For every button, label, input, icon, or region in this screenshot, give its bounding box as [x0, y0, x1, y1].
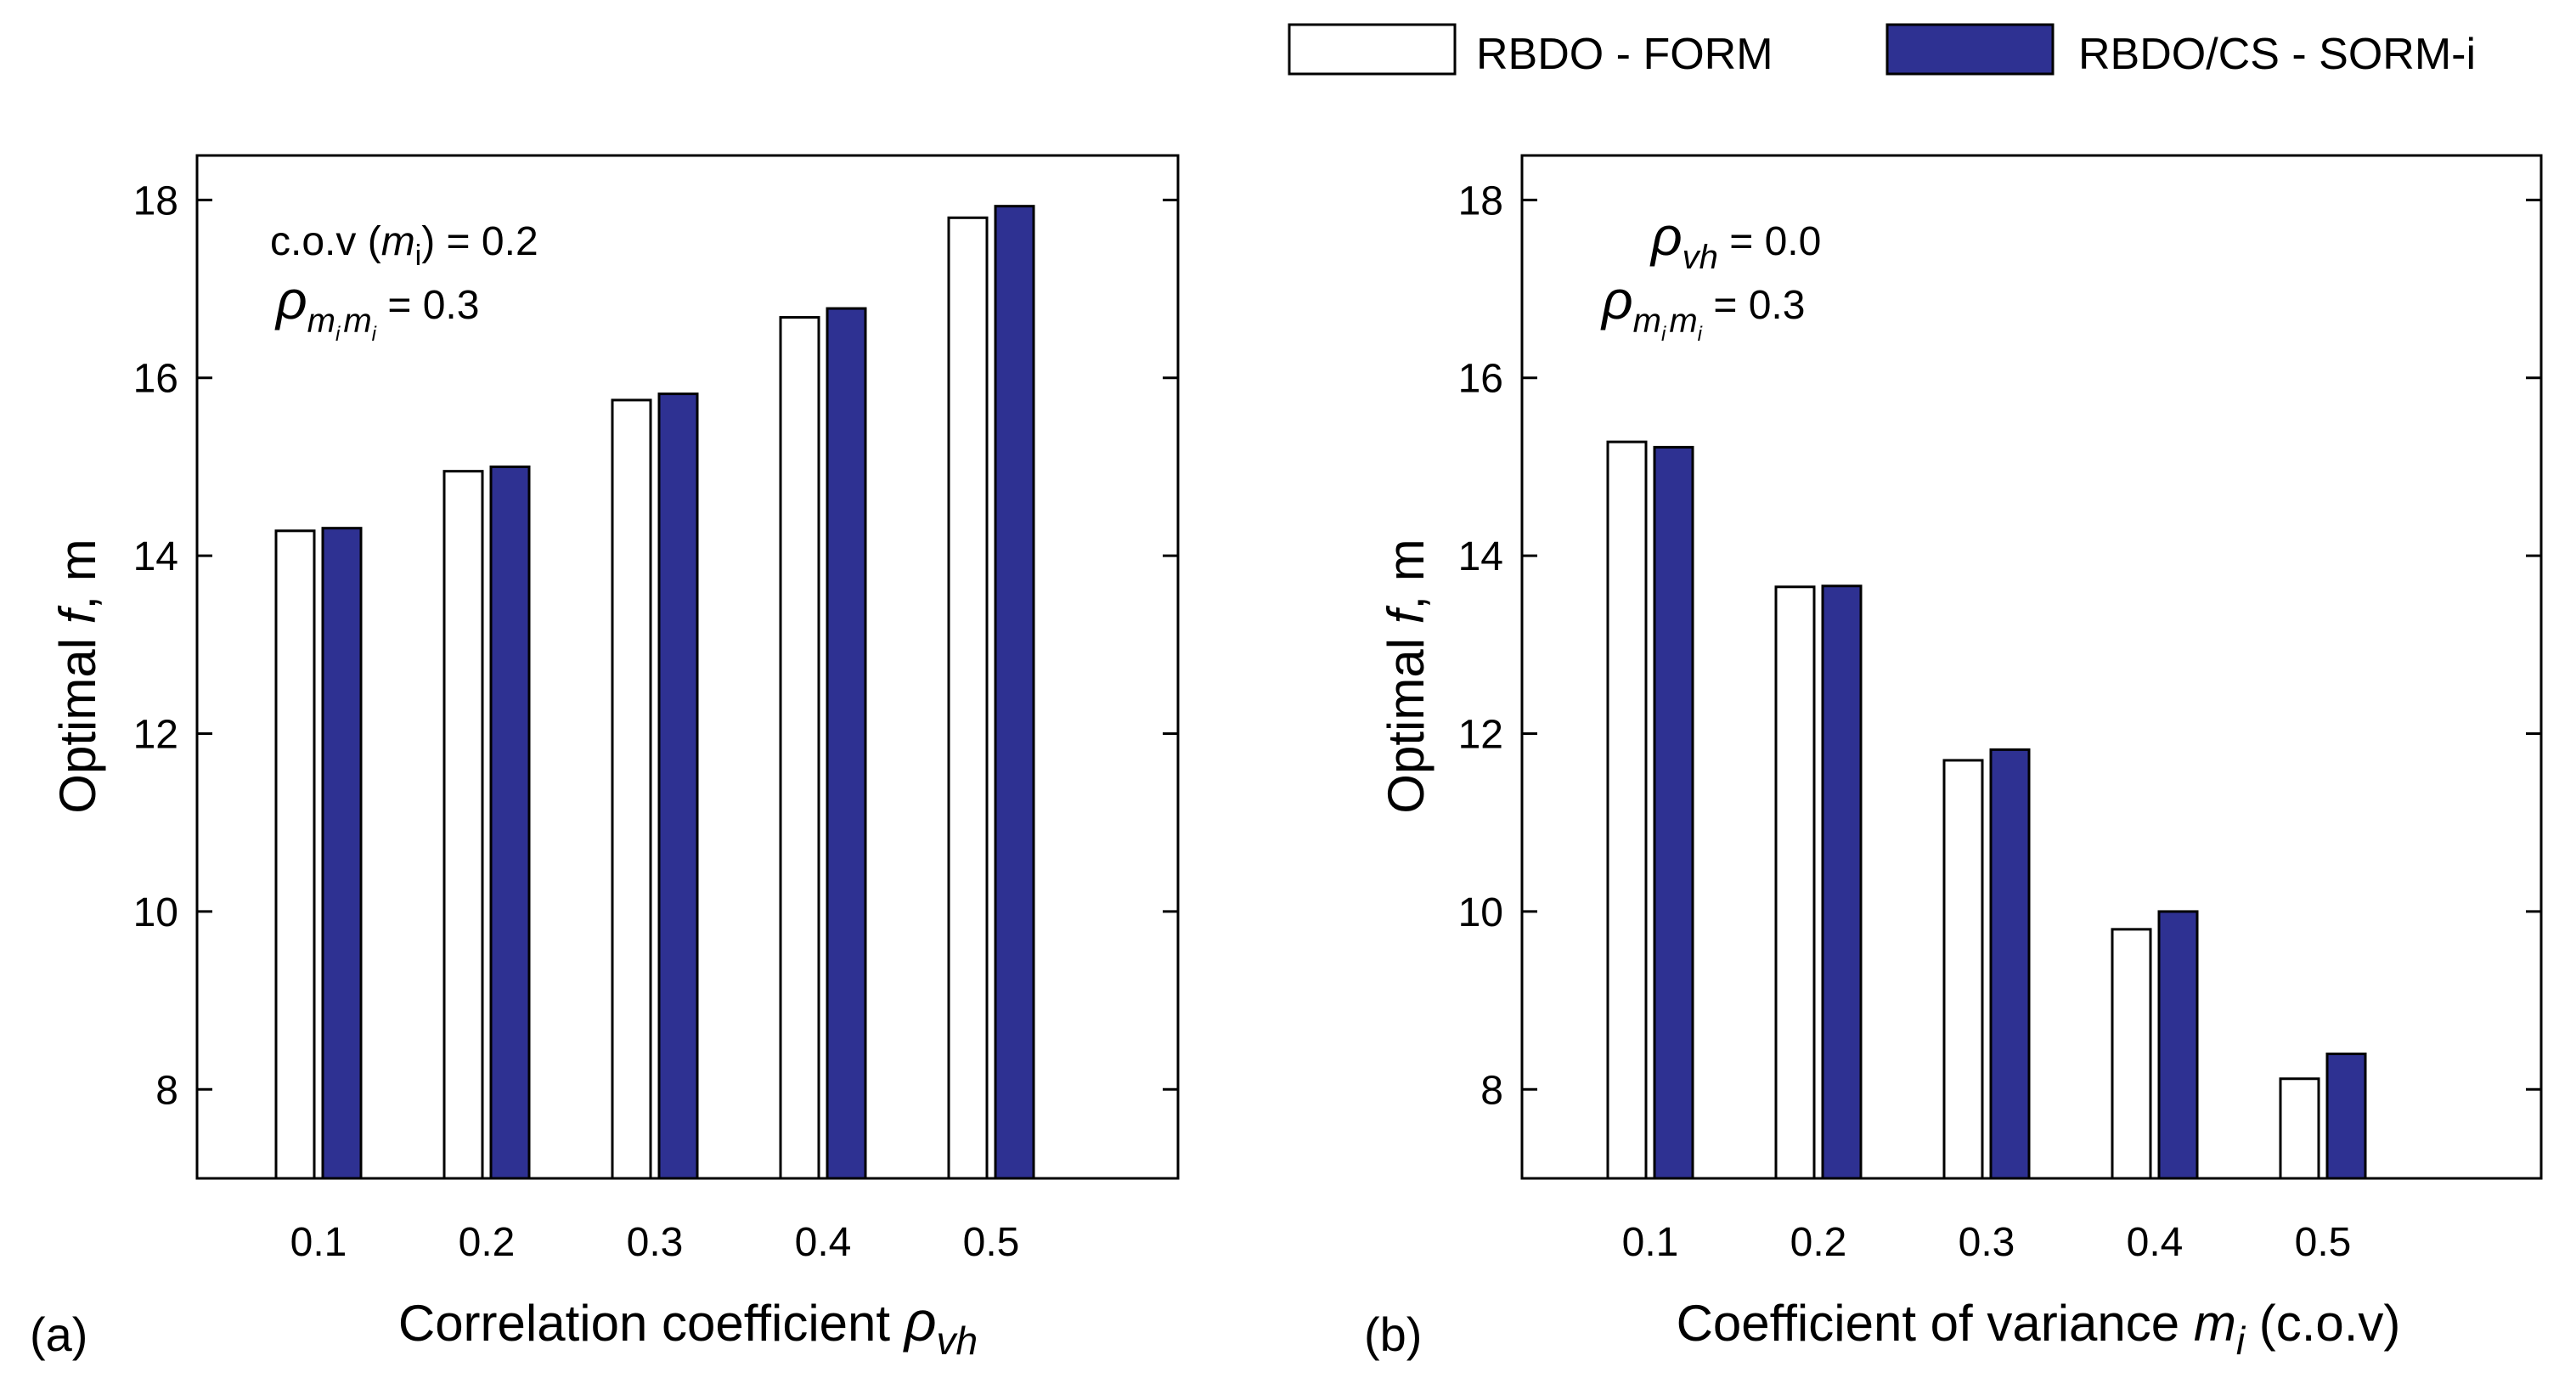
panel-a-xtick-label: 0.1 [290, 1220, 347, 1265]
panel-b-xtick-label: 0.4 [2127, 1220, 2184, 1265]
panel-b-xtick-label: 0.5 [2295, 1220, 2352, 1265]
panel-a-ytick-label: 8 [155, 1068, 178, 1113]
panel-b-xlabel: Coefficient of variance mi (c.o.v) [1677, 1295, 2401, 1363]
panel-b-yticks: 8 10 12 14 16 18 [1458, 178, 2541, 1113]
panel-a-ylabel: Optimal f, m [49, 539, 106, 813]
panel-b-xtick-label: 0.3 [1959, 1220, 2015, 1265]
panel-a-xtick-label: 0.4 [795, 1220, 852, 1265]
panel-a-ytick-label: 14 [133, 534, 178, 579]
panel-a-ytick-label: 10 [133, 890, 178, 935]
panel-b-xtick-label: 0.2 [1790, 1220, 1847, 1265]
panel-b-annotation-rho-mm: ρmi mi = 0.3 [1600, 269, 1805, 346]
panel-a-bar-sorm-0.1 [321, 527, 363, 1180]
legend-swatch-form [1288, 23, 1457, 76]
panel-b-ytick-label: 16 [1458, 357, 1503, 402]
panel-a-axes-frame [195, 154, 1180, 1180]
panel-a-ytick-label: 12 [133, 713, 178, 758]
panel-a-xtick-label: 0.3 [627, 1220, 684, 1265]
panel-a-bar-form-0.4 [779, 316, 820, 1180]
panel-b-ytick-label: 12 [1458, 713, 1503, 758]
panel-b-bar-sorm-0.4 [2157, 910, 2199, 1180]
panel-b-ytick-label: 18 [1458, 178, 1503, 223]
panel-b-annotation-rho-vh: ρvh = 0.0 [1649, 206, 1821, 276]
panel-a-bar-sorm-0.4 [826, 307, 867, 1180]
panel-b-ylabel: Optimal f, m [1378, 539, 1435, 813]
panel-a-yticks: 8 10 12 14 16 18 [133, 178, 1178, 1113]
panel-b-ytick-label: 8 [1480, 1068, 1503, 1113]
legend-swatch-sorm [1885, 23, 2055, 76]
panel-a-ytick-label: 18 [133, 178, 178, 223]
legend-label-form: RBDO - FORM [1476, 30, 1773, 79]
panel-a-xtick-label: 0.5 [963, 1220, 1020, 1265]
panel-a-xticks: 0.1 0.2 0.3 0.4 0.5 [290, 1220, 1020, 1265]
panel-a-annotation-cov: c.o.v (mi) = 0.2 [270, 219, 538, 272]
panel-a-bar-sorm-0.5 [994, 205, 1035, 1180]
panel-b-bar-form-0.1 [1606, 440, 1648, 1180]
panel-b-xticks: 0.1 0.2 0.3 0.4 0.5 [1622, 1220, 2352, 1265]
panel-a: 8 10 12 14 16 18 0.1 0.2 0.3 0.4 0.5 Optimal f, m… [30, 154, 1180, 1363]
panel-b-bar-sorm-0.2 [1821, 585, 1863, 1180]
panel-b: 8 10 12 14 16 18 0.1 0.2 0.3 0.4 0.5 Optimal f, m… [1364, 154, 2543, 1363]
panel-b-bar-form-0.2 [1774, 585, 1816, 1180]
panel-b-xtick-label: 0.1 [1622, 1220, 1679, 1265]
panel-a-ytick-label: 16 [133, 357, 178, 402]
panel-a-bars [274, 205, 1035, 1180]
panel-a-bar-form-0.3 [611, 398, 652, 1180]
panel-b-axes-frame [1520, 154, 2543, 1180]
panel-a-label: (a) [30, 1307, 87, 1361]
panel-a-annotation-rho: ρmi mi = 0.3 [274, 269, 479, 346]
panel-b-label: (b) [1364, 1307, 1422, 1361]
panel-a-bar-sorm-0.2 [489, 465, 531, 1180]
panel-a-bar-form-0.2 [442, 470, 484, 1180]
panel-a-xlabel: Correlation coefficient ρvh [398, 1290, 978, 1363]
panel-a-bar-form-0.5 [947, 216, 989, 1180]
panel-b-bar-form-0.5 [2279, 1077, 2320, 1180]
legend-label-sorm: RBDO/CS - SORM-i [2078, 30, 2476, 79]
panel-b-bar-sorm-0.1 [1653, 445, 1694, 1180]
panel-a-bar-form-0.1 [274, 529, 316, 1180]
panel-b-bar-sorm-0.5 [2325, 1052, 2367, 1180]
panel-a-bar-sorm-0.3 [657, 393, 699, 1180]
panel-b-ytick-label: 10 [1458, 890, 1503, 935]
panel-b-bars [1606, 440, 2367, 1180]
panel-a-xtick-label: 0.2 [459, 1220, 516, 1265]
legend: RBDO - FORM RBDO/CS - SORM-i [1288, 23, 2476, 79]
panel-b-ytick-label: 14 [1458, 534, 1503, 579]
panel-b-bar-form-0.4 [2111, 928, 2152, 1180]
panel-b-bar-sorm-0.3 [1989, 748, 2031, 1180]
panel-b-bar-form-0.3 [1942, 759, 1984, 1180]
